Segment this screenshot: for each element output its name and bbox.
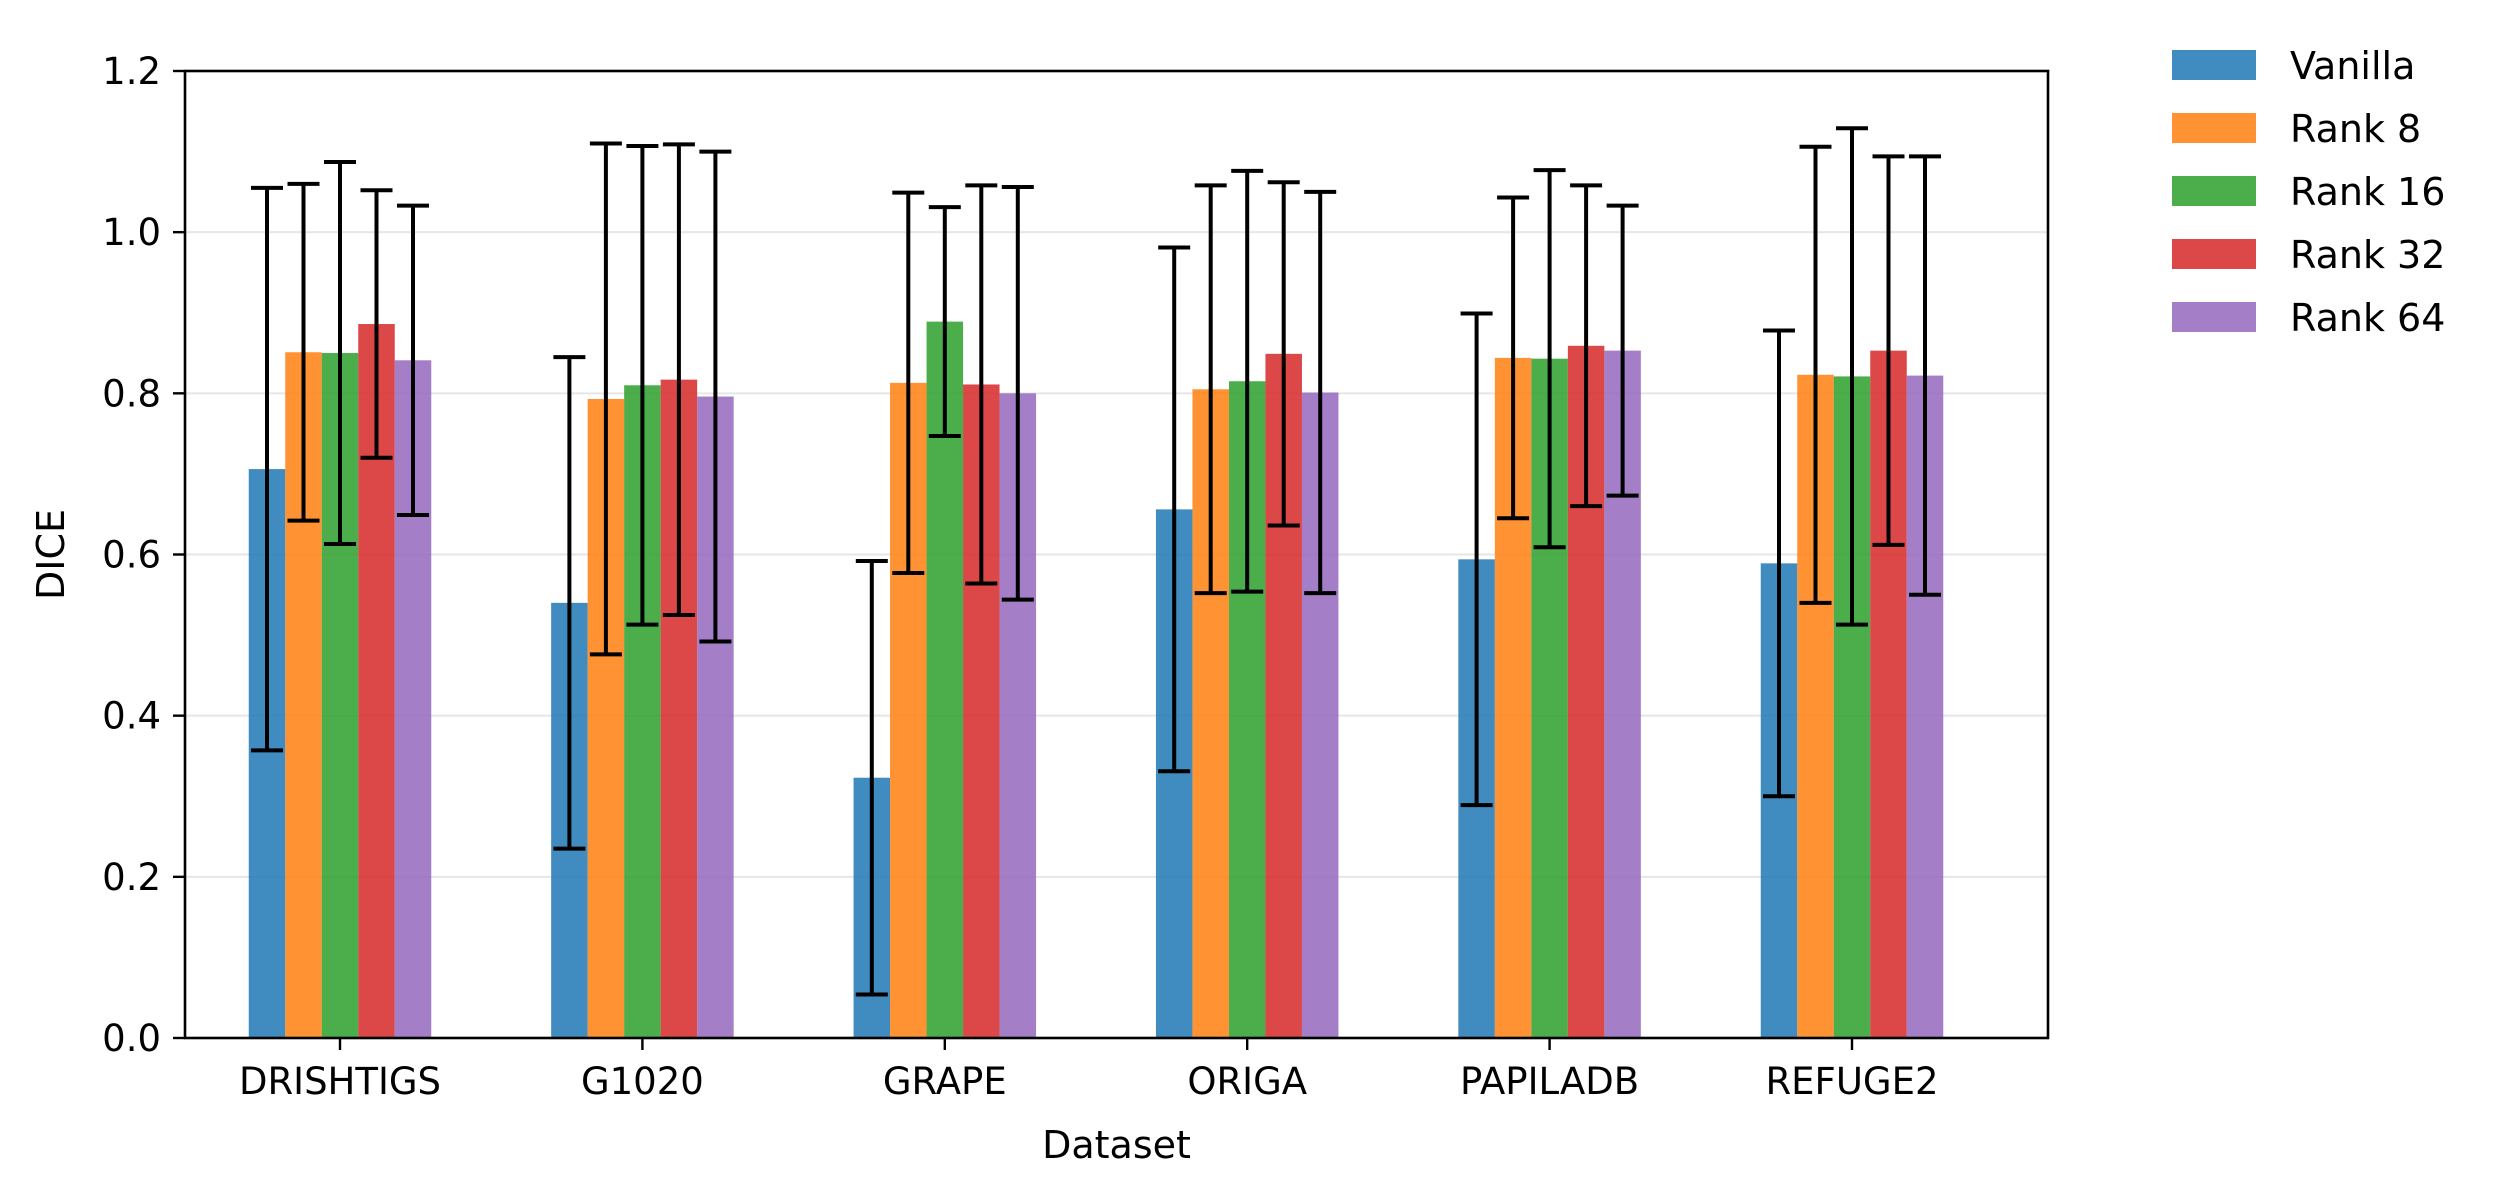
bar (926, 321, 964, 1039)
legend-label: Rank 16 (2290, 170, 2445, 214)
x-axis-title: Dataset (1042, 1123, 1191, 1167)
y-axis-title: DICE (29, 509, 73, 600)
legend-swatch (2172, 302, 2256, 332)
grid-lines (185, 231, 2048, 878)
legend: Vanilla Rank 8 Rank 16 Rank 32 Rank 64 (2172, 44, 2445, 340)
legend-label: Vanilla (2290, 44, 2415, 88)
x-tick-label: PAPILADB (1460, 1060, 1639, 1103)
x-axis-ticks: DRISHTIGS G1020 GRAPE ORIGA PAPILADB REFUGE2 (239, 1038, 1939, 1103)
legend-label: Rank 64 (2290, 296, 2445, 340)
y-tick-label: 0.6 (102, 534, 161, 577)
y-axis-ticks: 0.0 0.2 0.4 0.6 0.8 1.0 1.2 (102, 50, 185, 1060)
legend-label: Rank 32 (2290, 233, 2445, 277)
y-tick-label: 1.0 (102, 211, 161, 254)
x-tick-label: G1020 (581, 1060, 704, 1103)
x-tick-label: GRAPE (883, 1060, 1007, 1103)
legend-swatch (2172, 113, 2256, 143)
y-tick-label: 0.8 (102, 372, 161, 415)
x-tick-label: REFUGE2 (1765, 1060, 1938, 1103)
error-bars (251, 126, 1941, 997)
legend-label: Rank 8 (2290, 107, 2421, 151)
y-tick-label: 0.2 (102, 856, 161, 899)
y-tick-label: 1.2 (102, 50, 161, 93)
x-tick-label: ORIGA (1187, 1060, 1307, 1103)
y-tick-label: 0.0 (102, 1017, 161, 1060)
x-tick-label: DRISHTIGS (239, 1060, 441, 1103)
legend-swatch (2172, 239, 2256, 269)
legend-swatch (2172, 176, 2256, 206)
legend-swatch (2172, 50, 2256, 80)
y-tick-label: 0.4 (102, 695, 161, 738)
